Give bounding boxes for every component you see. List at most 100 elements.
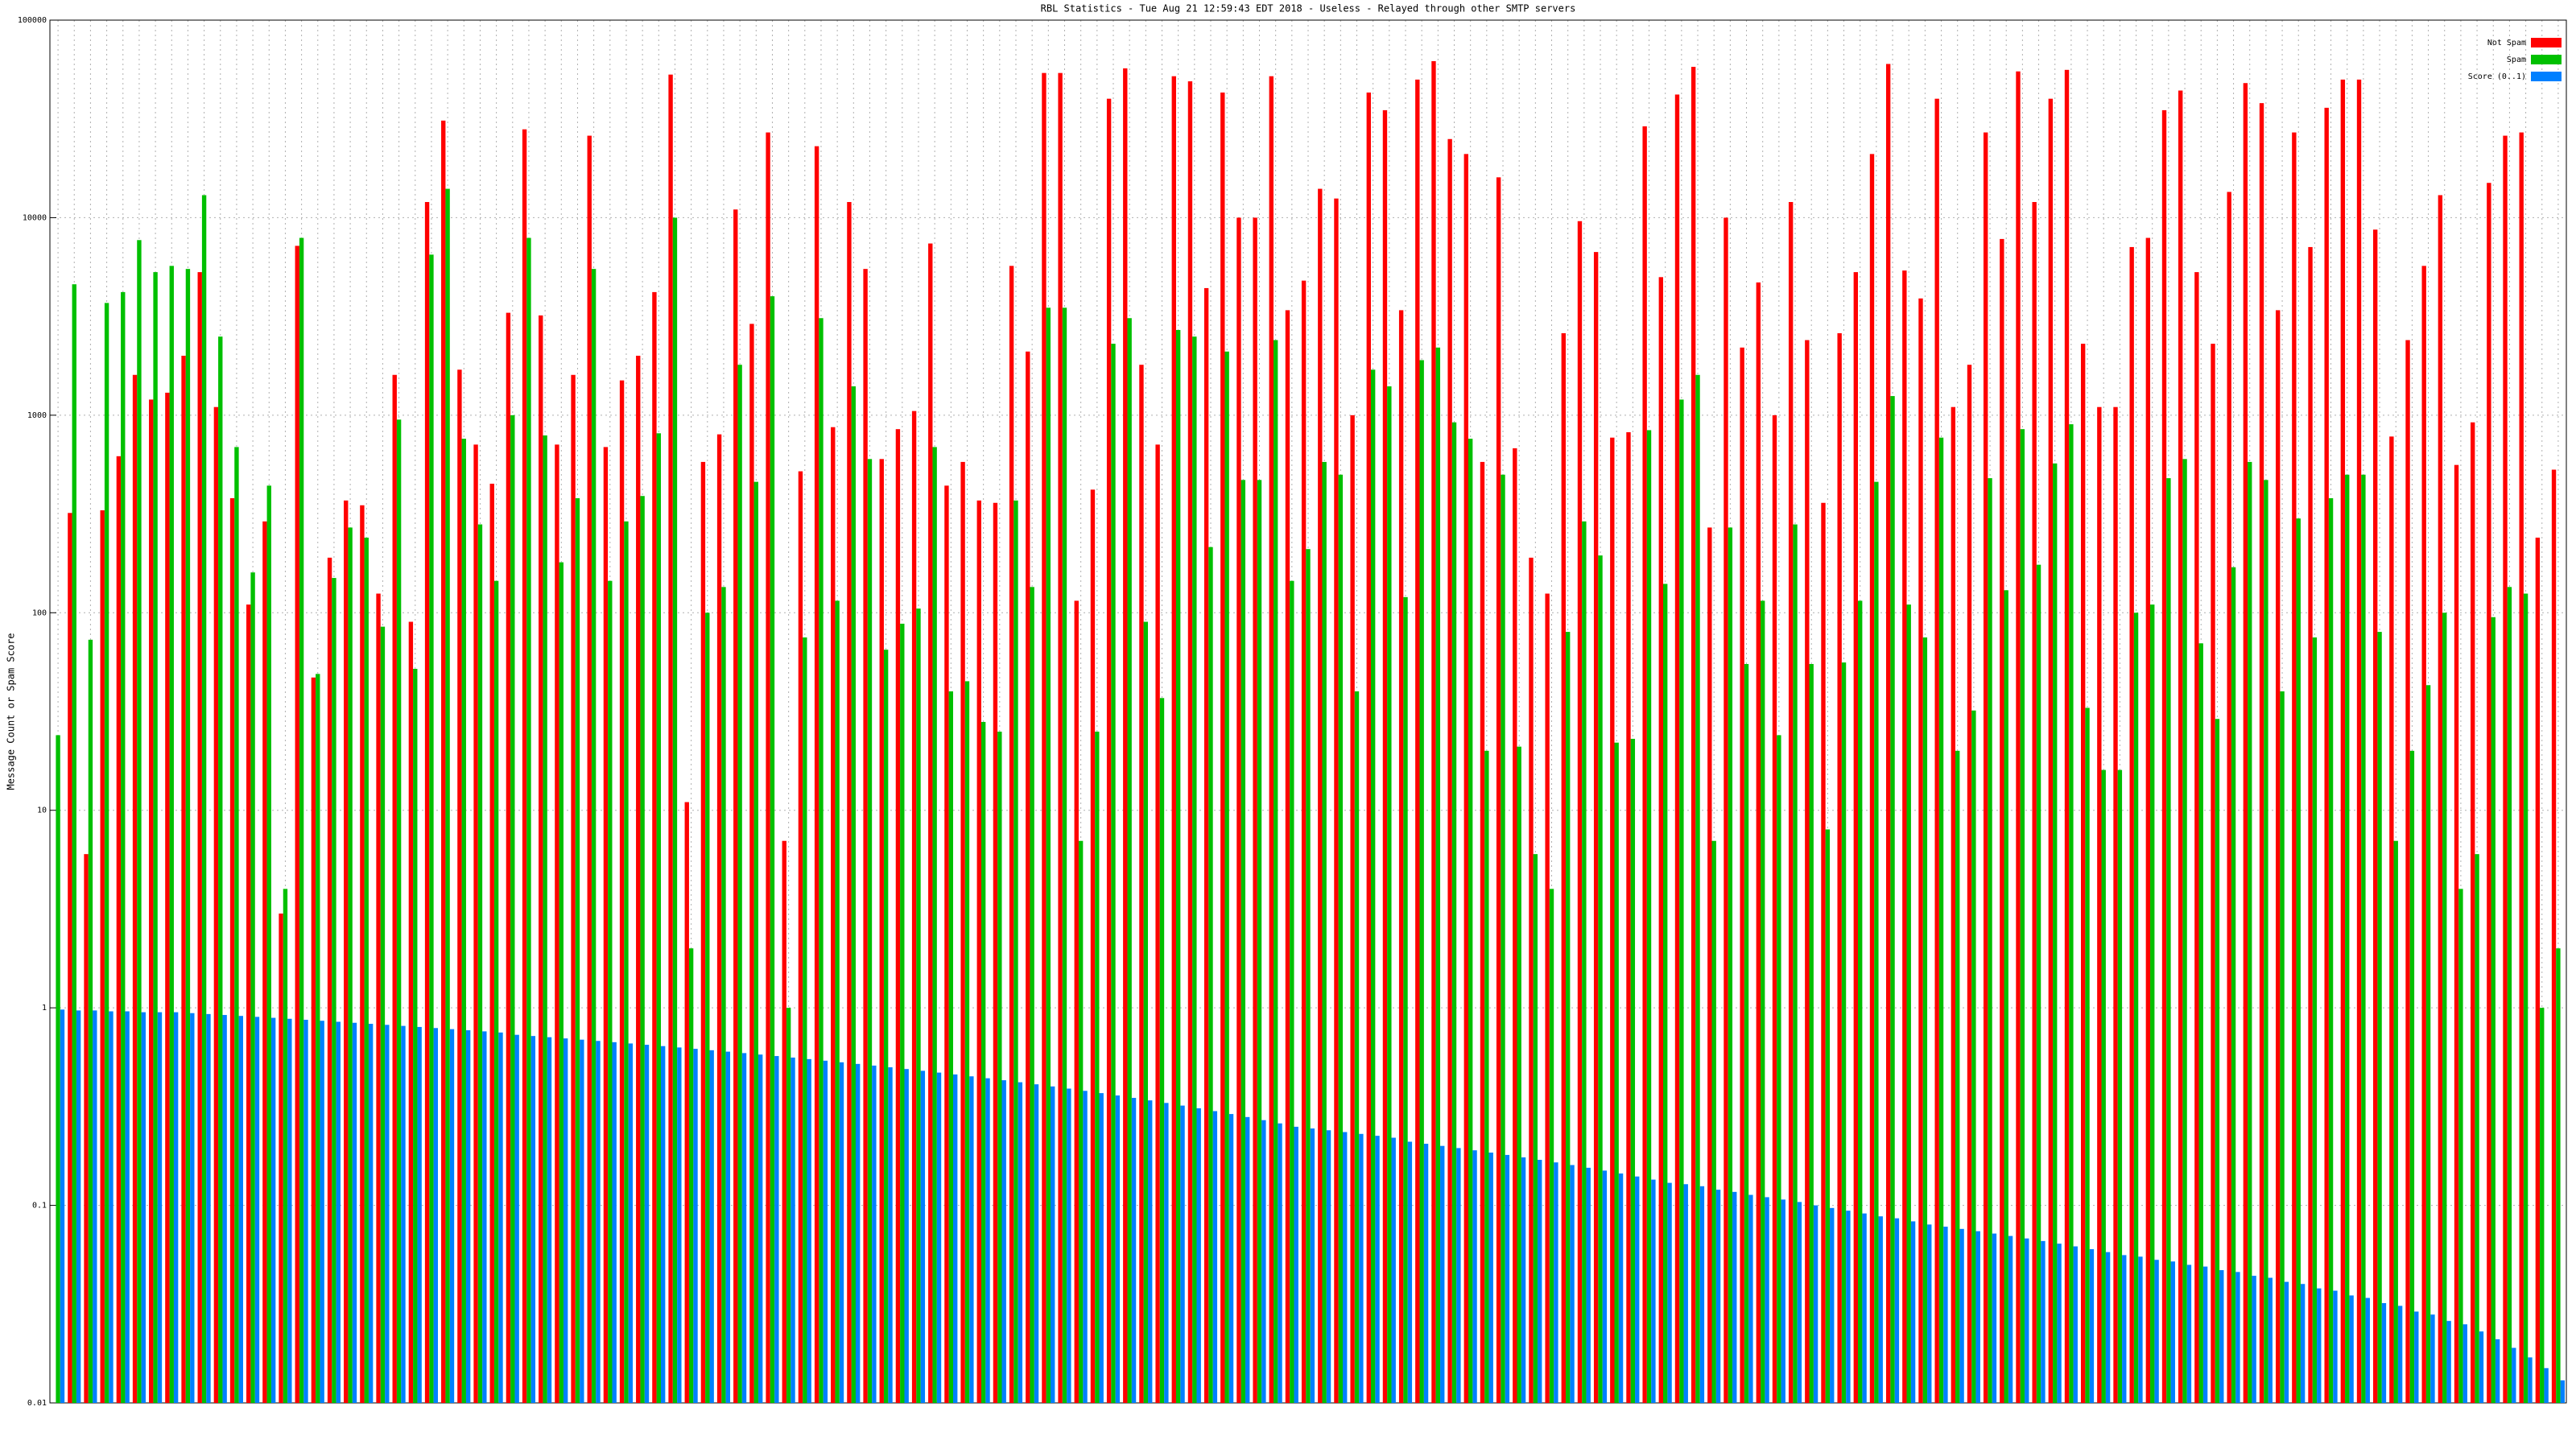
bar <box>1983 132 1988 1404</box>
bar <box>266 485 271 1403</box>
bar <box>2421 266 2426 1403</box>
bar <box>1740 347 1744 1403</box>
bar <box>433 1028 439 1403</box>
bar <box>863 269 868 1403</box>
bar <box>1728 527 1733 1403</box>
bar <box>1212 1111 1218 1403</box>
bar <box>1521 1157 1526 1403</box>
bar <box>851 386 856 1403</box>
bar <box>2194 272 2199 1404</box>
bar <box>1813 1205 1818 1403</box>
bar <box>1382 109 1388 1404</box>
bar <box>2036 564 2041 1403</box>
bar <box>1034 1084 1039 1403</box>
bar <box>2041 1240 2046 1403</box>
bar <box>1853 272 1859 1404</box>
bar <box>165 392 170 1403</box>
bar <box>1115 1095 1121 1403</box>
bar <box>571 374 576 1403</box>
bar <box>1159 698 1165 1403</box>
bar <box>76 1010 81 1403</box>
bar <box>1846 1211 1851 1403</box>
bar <box>1918 298 1923 1404</box>
bar <box>1793 524 1798 1404</box>
bar <box>1294 1126 1298 1403</box>
bar <box>1440 1145 1445 1403</box>
bar <box>489 483 494 1403</box>
bar <box>1505 1154 1510 1403</box>
bar <box>522 129 527 1403</box>
bar <box>424 201 430 1403</box>
bar <box>1301 280 1307 1403</box>
bar <box>1127 318 1132 1403</box>
bar <box>2438 195 2443 1403</box>
bar <box>2361 474 2366 1403</box>
bar <box>1099 1093 1104 1403</box>
y-tick-label: 1000 <box>27 411 47 420</box>
bar <box>791 1057 795 1403</box>
bar <box>141 1012 146 1403</box>
y-tick-label: 10000 <box>23 213 47 222</box>
bar <box>1106 98 1112 1403</box>
bar <box>2186 1264 2192 1403</box>
bar <box>2080 344 2086 1403</box>
bar <box>1187 81 1193 1403</box>
bar <box>482 1031 487 1403</box>
bar <box>1062 307 1067 1404</box>
bar <box>1841 662 1847 1403</box>
bar <box>1224 351 1229 1403</box>
bar <box>1018 1082 1023 1403</box>
bar <box>1809 664 1814 1403</box>
bar <box>668 74 673 1404</box>
bar <box>1614 742 1619 1403</box>
bar <box>1577 221 1583 1403</box>
bar <box>1273 340 1278 1403</box>
bar <box>1245 1116 1250 1403</box>
bar <box>993 502 998 1403</box>
bar <box>2064 69 2070 1403</box>
bar <box>1690 67 1696 1404</box>
bar <box>591 269 597 1403</box>
bar <box>960 461 965 1403</box>
bar <box>1821 502 1826 1403</box>
bar <box>2215 719 2220 1403</box>
bar <box>445 188 450 1403</box>
bar <box>157 1012 163 1403</box>
bar <box>539 315 543 1403</box>
bar <box>121 291 126 1404</box>
bar <box>2178 90 2183 1404</box>
bar <box>1484 750 1489 1403</box>
bar <box>1326 1130 1331 1403</box>
bar <box>758 1054 763 1403</box>
bar <box>1679 399 1684 1403</box>
bar <box>1992 1233 1997 1403</box>
bar <box>1269 76 1274 1403</box>
bar <box>2446 1321 2451 1403</box>
bar <box>1164 1103 1169 1403</box>
legend-swatch <box>2531 38 2562 47</box>
legend-label: Score (0..1) <box>2468 72 2526 81</box>
bar <box>952 1074 958 1403</box>
bar <box>770 296 775 1403</box>
bar <box>684 802 689 1403</box>
bar <box>1058 72 1063 1403</box>
bar <box>624 521 629 1403</box>
bar <box>831 427 836 1403</box>
legend-label: Spam <box>2507 56 2526 64</box>
bar <box>413 668 418 1403</box>
bar <box>2053 463 2058 1403</box>
bar <box>2454 464 2459 1404</box>
bar <box>449 1029 455 1403</box>
bar <box>493 580 499 1403</box>
bar <box>2264 480 2268 1403</box>
bar <box>477 524 483 1404</box>
bar <box>855 1063 861 1403</box>
bar <box>1472 1150 1477 1403</box>
bar <box>1565 632 1571 1403</box>
bar <box>1415 79 1420 1404</box>
bar <box>920 1070 926 1403</box>
bar <box>2442 613 2447 1403</box>
bar <box>969 1076 974 1403</box>
bar <box>1192 336 1197 1403</box>
